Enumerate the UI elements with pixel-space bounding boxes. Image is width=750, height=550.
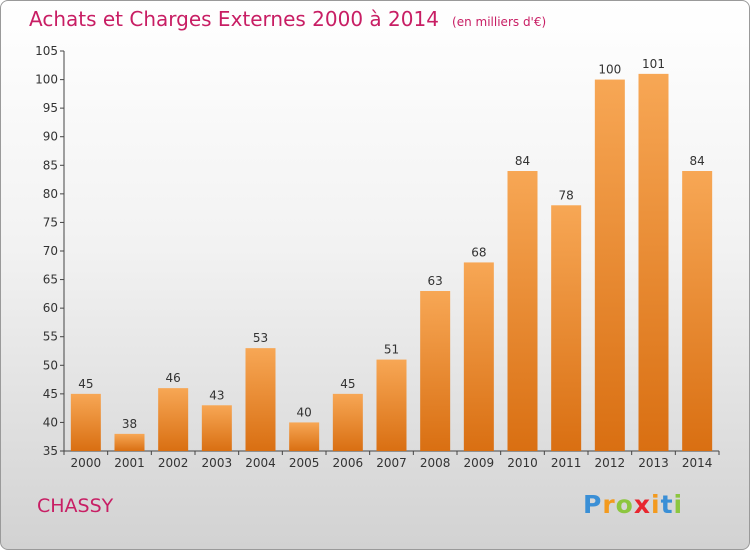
bar-value-label: 51 [384,343,399,357]
y-tick-label: 70 [43,244,58,258]
bar-value-label: 100 [598,63,621,77]
x-tick-label: 2013 [638,456,669,470]
y-tick-label: 60 [43,301,58,315]
commune-name: CHASSY [37,495,114,517]
bar-value-label: 84 [690,154,705,168]
x-tick-label: 2006 [333,456,364,470]
logo-letter: i [651,490,661,519]
bar [201,405,232,451]
y-tick-label: 95 [43,101,58,115]
y-tick-label: 105 [35,44,58,58]
data-labels: 45 38 46 43 53 40 45 51 63 68 84 78 100 101 84 [78,57,705,431]
y-tick-label: 85 [43,158,58,172]
bar-value-label: 38 [122,417,137,431]
y-tick-label: 55 [43,330,58,344]
bar [638,73,669,451]
bar [463,262,494,451]
bar-value-label: 45 [340,377,355,391]
title-row: Achats et Charges Externes 2000 à 2014 (… [29,7,546,31]
y-tick-label: 40 [43,415,58,429]
bars [70,73,713,452]
chart-title: Achats et Charges Externes 2000 à 2014 [29,7,439,31]
y-tick-label: 75 [43,215,58,229]
y-tick-label: 100 [35,73,58,87]
x-tick-label: 2002 [158,456,189,470]
bar-value-label: 84 [515,154,530,168]
y-tick-label: 50 [43,358,58,372]
y-tick-label: 45 [43,387,58,401]
x-tick-label: 2008 [420,456,451,470]
bar [594,79,625,452]
bar-value-label: 53 [253,331,268,345]
bar-value-label: 43 [209,388,224,402]
x-tick-label: 2014 [682,456,713,470]
bar [289,422,320,451]
x-tick-label: 2005 [289,456,320,470]
bar [682,171,713,451]
bar-value-label: 101 [642,57,665,71]
bar [332,393,363,451]
logo-letter: i [673,490,684,519]
bar-value-label: 46 [166,371,181,385]
bar [245,348,276,451]
x-tick-label: 2010 [507,456,538,470]
bar-value-label: 45 [78,377,93,391]
x-tick-label: 2012 [595,456,626,470]
logo-letter: P [583,490,603,519]
proxiti-logo[interactable]: Proxiti [583,490,683,519]
bar [420,291,451,451]
logo-letter: r [602,490,616,519]
chart-unit: (en milliers d'€) [452,15,547,29]
y-tick-label: 65 [43,273,58,287]
bar-value-label: 63 [428,274,443,288]
bar [551,205,582,451]
y-tick-label: 80 [43,187,58,201]
axes: 35 40 45 50 55 60 65 70 75 80 85 90 95 100 105 2000 2001… [35,44,720,470]
bar-value-label: 40 [297,405,312,419]
x-tick-label: 2009 [464,456,495,470]
bar [376,359,407,451]
logo-letter: x [633,490,651,519]
x-tick-label: 2000 [71,456,102,470]
logo-letter: t [660,490,674,519]
bar [158,388,189,451]
x-tick-label: 2003 [202,456,233,470]
x-tick-label: 2007 [376,456,407,470]
bar [70,393,101,451]
y-tick-label: 90 [43,130,58,144]
x-tick-label: 2001 [114,456,145,470]
bar [507,171,538,451]
x-tick-label: 2011 [551,456,582,470]
bar [114,433,145,451]
x-tick-label: 2004 [245,456,276,470]
logo-letter: o [615,490,634,519]
bar-value-label: 78 [559,188,574,202]
bar-value-label: 68 [471,245,486,259]
y-tick-label: 35 [43,444,58,458]
